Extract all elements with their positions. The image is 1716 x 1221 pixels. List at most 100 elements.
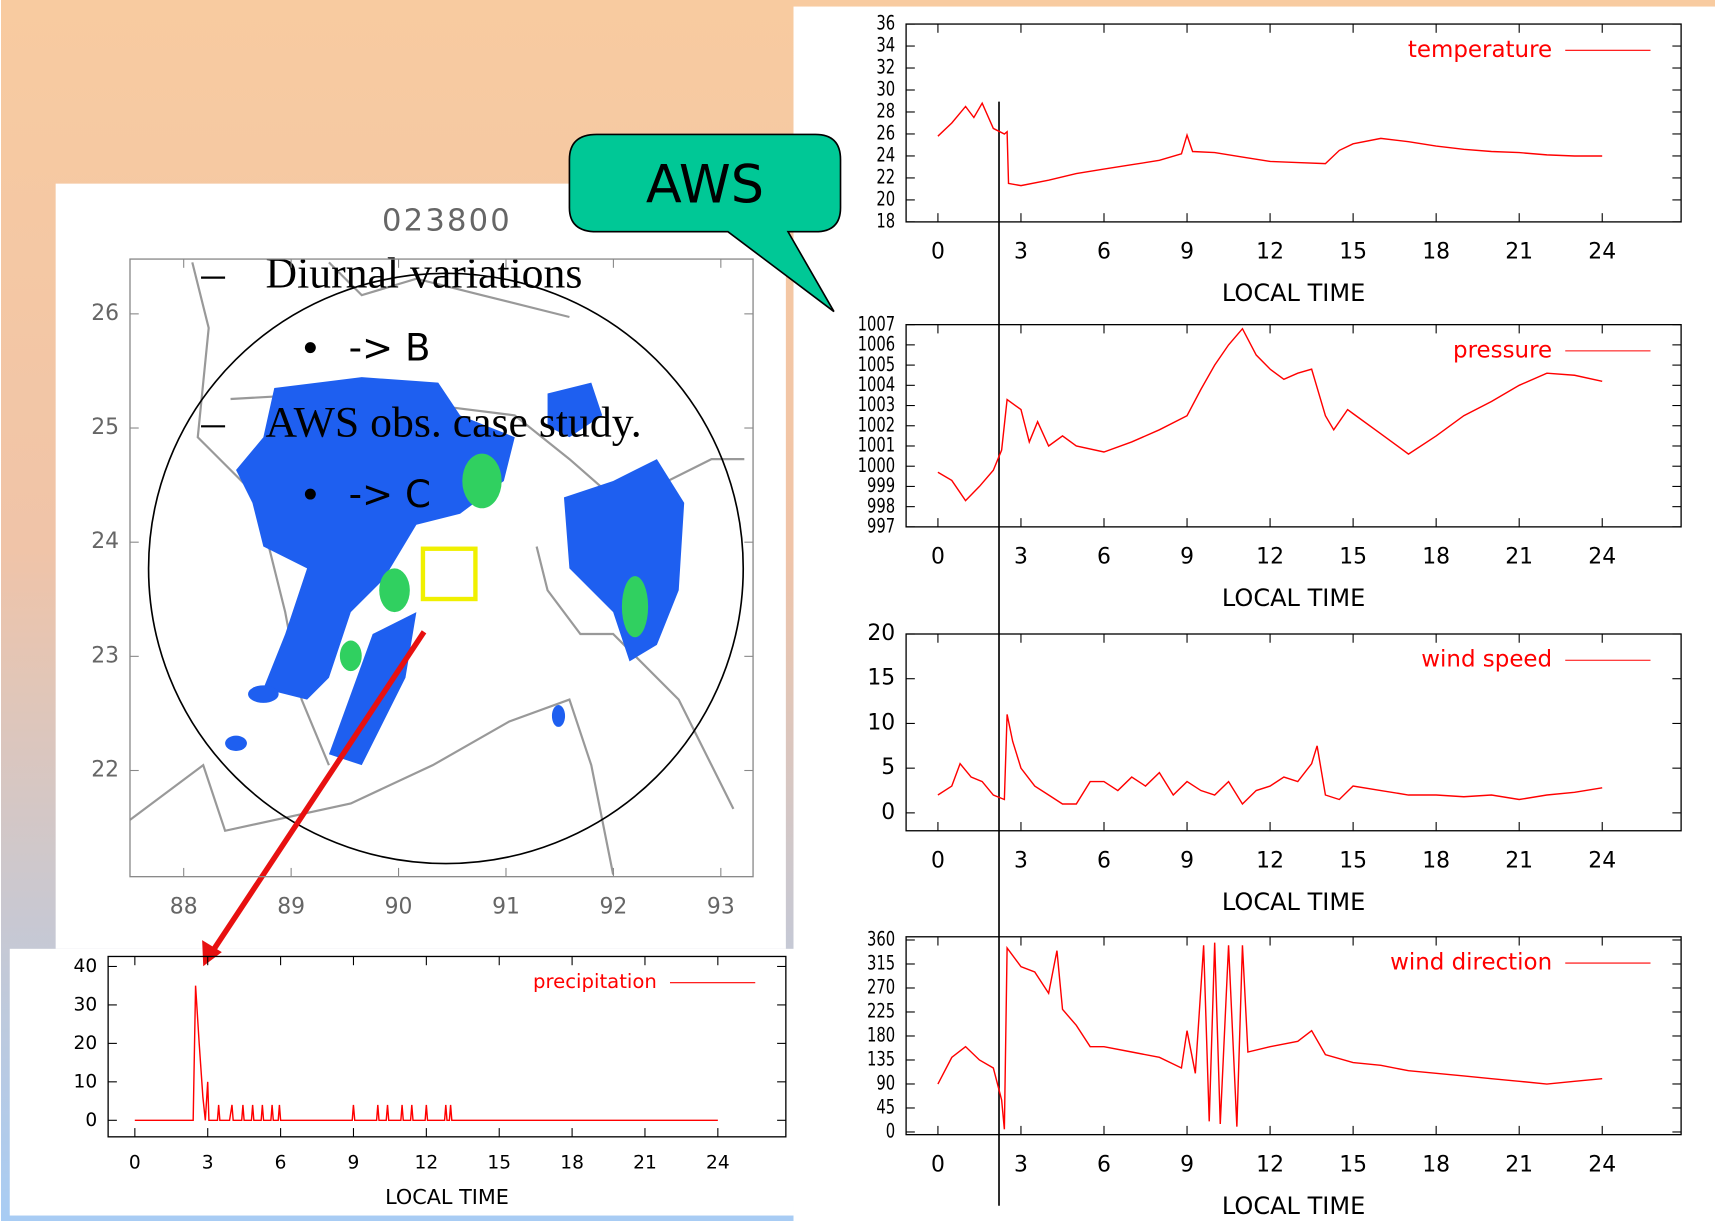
radar-echo bbox=[552, 705, 565, 727]
body: {"slide": {"bullets": ["Diurnal variatio… bbox=[0, 0, 1716, 1221]
y-tick-label: 360 bbox=[867, 929, 895, 952]
y-tick-label: 999 bbox=[867, 475, 895, 498]
x-tick-label: 6 bbox=[1097, 240, 1111, 265]
x-tick-label: 12 bbox=[415, 1152, 439, 1173]
y-tick-label: 32 bbox=[876, 57, 895, 80]
x-tick-label: 12 bbox=[1256, 848, 1284, 873]
x-tick-label: 0 bbox=[931, 544, 945, 569]
x-tick-label: 9 bbox=[348, 1152, 360, 1173]
y-tick-label: 34 bbox=[876, 35, 895, 58]
radar-echo-strong bbox=[340, 641, 362, 672]
x-tick-label: 3 bbox=[1014, 1152, 1028, 1177]
x-tick-label: 18 bbox=[1422, 240, 1450, 265]
bullet: AWS obs. case study. bbox=[266, 398, 642, 446]
x-tick-label: 9 bbox=[1180, 240, 1194, 265]
y-tick-label: 0 bbox=[881, 800, 895, 825]
radar-echo bbox=[225, 736, 247, 751]
y-tick-label: 24 bbox=[91, 529, 119, 554]
x-tick-label: 21 bbox=[1505, 240, 1533, 265]
y-tick-label: 270 bbox=[867, 977, 895, 1000]
radar-echo-strong bbox=[622, 576, 648, 637]
x-tick-label: 88 bbox=[170, 894, 198, 919]
x-tick-label: 21 bbox=[1505, 1152, 1533, 1177]
legend-label: wind speed bbox=[1421, 647, 1552, 673]
y-tick-label: 25 bbox=[91, 415, 119, 440]
bullet: -> C bbox=[349, 473, 431, 516]
bullet: -> B bbox=[349, 326, 431, 369]
y-tick-label: 26 bbox=[876, 123, 895, 146]
y-tick-label: 997 bbox=[867, 516, 895, 539]
legend-label: pressure bbox=[1453, 337, 1552, 363]
x-tick-label: 18 bbox=[1422, 544, 1450, 569]
x-tick-label: 90 bbox=[385, 894, 413, 919]
y-tick-label: 30 bbox=[876, 79, 895, 102]
y-tick-label: 20 bbox=[867, 621, 895, 646]
x-axis-label: LOCAL TIME bbox=[385, 1185, 509, 1209]
bullet-dot bbox=[305, 342, 316, 353]
x-tick-label: 0 bbox=[931, 848, 945, 873]
x-tick-label: 21 bbox=[1505, 544, 1533, 569]
x-tick-label: 6 bbox=[1097, 1152, 1111, 1177]
y-tick-label: 90 bbox=[876, 1073, 895, 1096]
x-tick-label: 3 bbox=[202, 1152, 214, 1173]
x-tick-label: 15 bbox=[1339, 1152, 1367, 1177]
y-tick-label: 0 bbox=[886, 1121, 895, 1144]
x-tick-label: 9 bbox=[1180, 544, 1194, 569]
x-axis-label: LOCAL TIME bbox=[1222, 584, 1365, 612]
x-tick-label: 9 bbox=[1180, 848, 1194, 873]
x-tick-label: 6 bbox=[275, 1152, 287, 1173]
x-tick-label: 24 bbox=[1588, 848, 1616, 873]
x-tick-label: 93 bbox=[707, 894, 735, 919]
radar-echo-strong bbox=[462, 454, 501, 509]
precip-panel bbox=[10, 949, 794, 1216]
x-tick-label: 12 bbox=[1256, 1152, 1284, 1177]
y-tick-label: 135 bbox=[867, 1049, 895, 1072]
y-tick-label: 1003 bbox=[858, 394, 896, 417]
y-tick-label: 1001 bbox=[858, 435, 896, 458]
y-tick-label: 180 bbox=[867, 1025, 895, 1048]
y-tick-label: 45 bbox=[876, 1097, 895, 1120]
y-tick-label: 28 bbox=[876, 101, 895, 124]
y-tick-label: 22 bbox=[876, 167, 895, 190]
legend-label: wind direction bbox=[1390, 950, 1552, 976]
x-axis-label: LOCAL TIME bbox=[1222, 888, 1365, 916]
x-tick-label: 18 bbox=[1422, 1152, 1450, 1177]
y-tick-label: 26 bbox=[91, 301, 119, 326]
map-title: 023800 bbox=[382, 203, 512, 238]
y-tick-label: 30 bbox=[74, 994, 98, 1015]
x-tick-label: 9 bbox=[1180, 1152, 1194, 1177]
y-tick-label: 1004 bbox=[858, 374, 896, 397]
y-tick-label: 5 bbox=[881, 755, 895, 780]
x-tick-label: 21 bbox=[633, 1152, 657, 1173]
y-tick-label: 315 bbox=[867, 953, 895, 976]
bullet: Diurnal variations bbox=[266, 250, 583, 298]
y-tick-label: 20 bbox=[74, 1033, 98, 1054]
x-tick-label: 18 bbox=[560, 1152, 584, 1173]
y-tick-label: 23 bbox=[91, 643, 119, 668]
y-tick-label: 0 bbox=[85, 1110, 97, 1131]
x-tick-label: 24 bbox=[1588, 1152, 1616, 1177]
x-tick-label: 3 bbox=[1014, 544, 1028, 569]
y-tick-label: 10 bbox=[74, 1071, 98, 1092]
x-axis-label: LOCAL TIME bbox=[1222, 1192, 1365, 1220]
slide: AWS Diurnal variations -> B AWS obs. cas… bbox=[0, 0, 1716, 1221]
x-tick-label: 12 bbox=[1256, 240, 1284, 265]
x-tick-label: 6 bbox=[1097, 848, 1111, 873]
bullet-dot bbox=[305, 489, 316, 500]
x-tick-label: 15 bbox=[487, 1152, 511, 1173]
x-tick-label: 0 bbox=[129, 1152, 141, 1173]
x-tick-label: 15 bbox=[1339, 848, 1367, 873]
x-tick-label: 91 bbox=[492, 894, 520, 919]
y-tick-label: 1005 bbox=[858, 354, 896, 377]
y-tick-label: 998 bbox=[867, 495, 895, 518]
y-tick-label: 10 bbox=[867, 710, 895, 735]
x-tick-label: 24 bbox=[1588, 544, 1616, 569]
x-tick-label: 89 bbox=[277, 894, 305, 919]
x-tick-label: 3 bbox=[1014, 848, 1028, 873]
x-tick-label: 15 bbox=[1339, 544, 1367, 569]
y-tick-label: 40 bbox=[74, 956, 98, 977]
x-tick-label: 21 bbox=[1505, 848, 1533, 873]
aws-panel bbox=[794, 7, 1715, 1221]
legend-label: temperature bbox=[1408, 37, 1552, 63]
page: body { margin: 0; width: 1716px; height:… bbox=[0, 0, 1716, 1221]
